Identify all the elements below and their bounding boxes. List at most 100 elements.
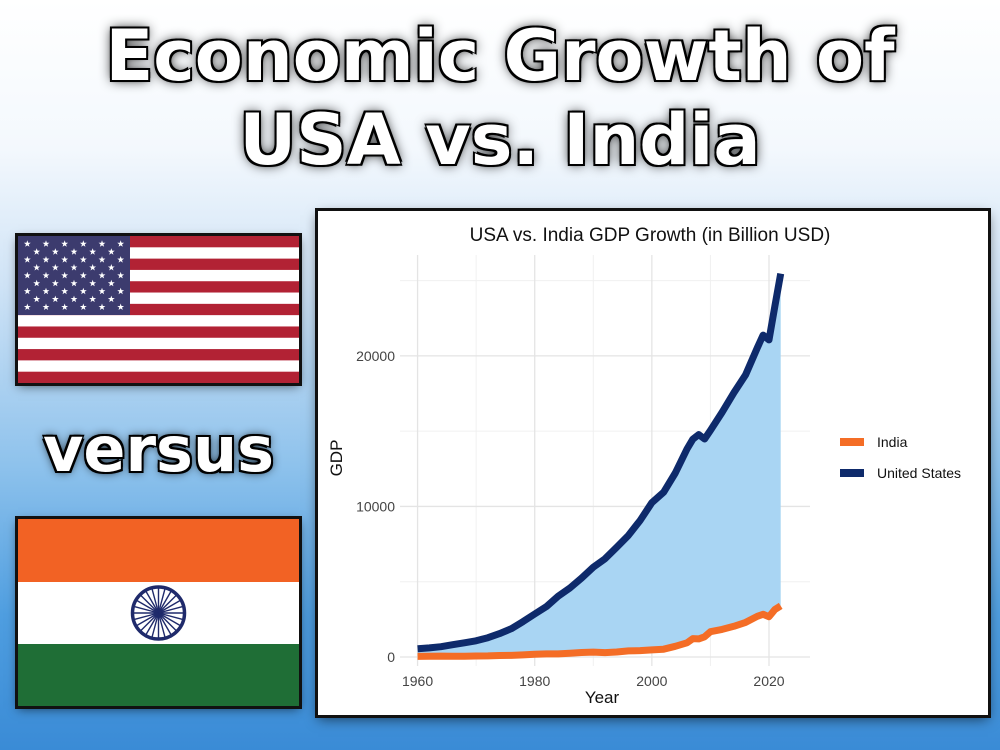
us-flag-star [61,287,69,295]
us-flag-stripe [18,303,299,316]
india-flag-graphic [18,519,299,706]
us-flag-star [98,271,106,279]
chakra-spoke [140,594,159,614]
gdp-line-chart: 0 10000 20000 1960 1980 2000 2020 USA vs. Ind… [327,225,961,707]
us-flag [18,236,299,383]
us-flag-stripe [18,258,299,271]
us-flag-star [107,264,115,271]
us-flag-stripe [18,247,299,259]
us-flag-stripe [18,349,299,361]
chakra-spoke [134,612,159,621]
chakra-spoke [151,588,160,614]
us-flag-stripe [18,236,299,248]
chakra-spoke [157,590,172,614]
us-flag-star [79,303,87,311]
chakra-spoke [157,612,172,636]
us-flag-star [107,279,115,287]
chakra-spoke [158,612,181,627]
x-tick-label: 1960 [402,673,433,689]
us-flag-star [70,248,78,255]
chakra-spoke [134,605,159,614]
us-flag-star [61,303,69,311]
headline: Economic Growth of USA vs. India [0,14,1000,182]
chakra-spoke [158,612,183,621]
gap-area-fill [417,273,781,657]
us-flag-stripe [18,281,299,293]
us-flag-star [98,240,106,247]
gdp-chart-panel: 0 10000 20000 1960 1980 2000 2020 USA vs. Ind… [318,211,988,715]
x-tick-label: 2000 [636,673,667,689]
us-flag-star [23,271,31,279]
us-flag-star [70,279,78,287]
chakra-spoke [158,594,177,614]
y-tick-label: 20000 [356,348,395,364]
us-flag-star [98,256,106,263]
us-flag-star [51,264,59,271]
us-flag-star [23,287,31,295]
versus-label: versus [43,413,274,486]
us-flag-star [70,295,78,303]
us-flag-star [79,271,87,279]
legend-label: India [877,434,908,450]
chakra-spoke [151,612,160,638]
us-flag-star [33,295,41,303]
us-flag-stripe [18,371,299,383]
us-flag-star [107,248,115,255]
us-flag-stripe [18,315,299,327]
us-flag-graphic [18,236,299,383]
us-flag-stripe [18,360,299,372]
us-flag-star [89,264,97,271]
us-flag-star [42,303,50,311]
us-flag-star [42,240,50,247]
chart-legend: India United States [840,434,961,481]
chakra-spoke [158,599,181,614]
us-flag-star [98,303,106,311]
us-flag-stripe [18,337,299,350]
chakra-spoke [157,588,166,614]
us-flag-star [107,295,115,303]
us-flag-star [79,240,87,247]
us-flag-star [61,271,69,279]
series-line-united-states [417,272,785,653]
us-flag-stripe [18,326,299,339]
us-flag-star [33,248,41,255]
india-flag-green-band [18,644,299,706]
us-flag-star [117,287,125,295]
series-line-india [417,602,783,660]
us-flag-star [23,240,31,247]
us-flag-star [89,248,97,255]
us-flag-star [117,303,125,311]
chakra-spoke [140,612,159,632]
us-flag-star [51,295,59,303]
india-flag-saffron-band [18,519,299,582]
us-flag-stripe [18,269,299,282]
chakra-spoke [136,612,159,627]
y-tick-label: 10000 [356,498,395,514]
us-flag-star [89,279,97,287]
us-flag-star [51,248,59,255]
us-flag-star [79,287,87,295]
x-tick-label: 1980 [519,673,550,689]
chakra-spoke [158,605,183,614]
x-tick-label: 2020 [753,673,784,689]
chakra-spoke [145,590,160,614]
us-flag-star [70,264,78,271]
y-axis-label: GDP [327,440,346,477]
us-flag-star [23,303,31,311]
chakra-spoke [145,612,160,636]
us-flag-star [61,240,69,247]
us-flag-star [33,279,41,287]
x-axis-label: Year [585,688,620,707]
us-flag-star [89,295,97,303]
ashoka-chakra-icon [130,585,187,641]
us-flag-stripe [18,292,299,305]
chakra-spoke [157,612,166,638]
legend-label: United States [877,465,961,481]
us-flag-star [42,287,50,295]
us-flag-star [79,256,87,263]
us-flag-star [23,256,31,263]
us-flag-star [117,240,125,247]
chakra-spoke [158,612,177,632]
us-flag-star [117,271,125,279]
chakra-spoke [136,599,159,614]
